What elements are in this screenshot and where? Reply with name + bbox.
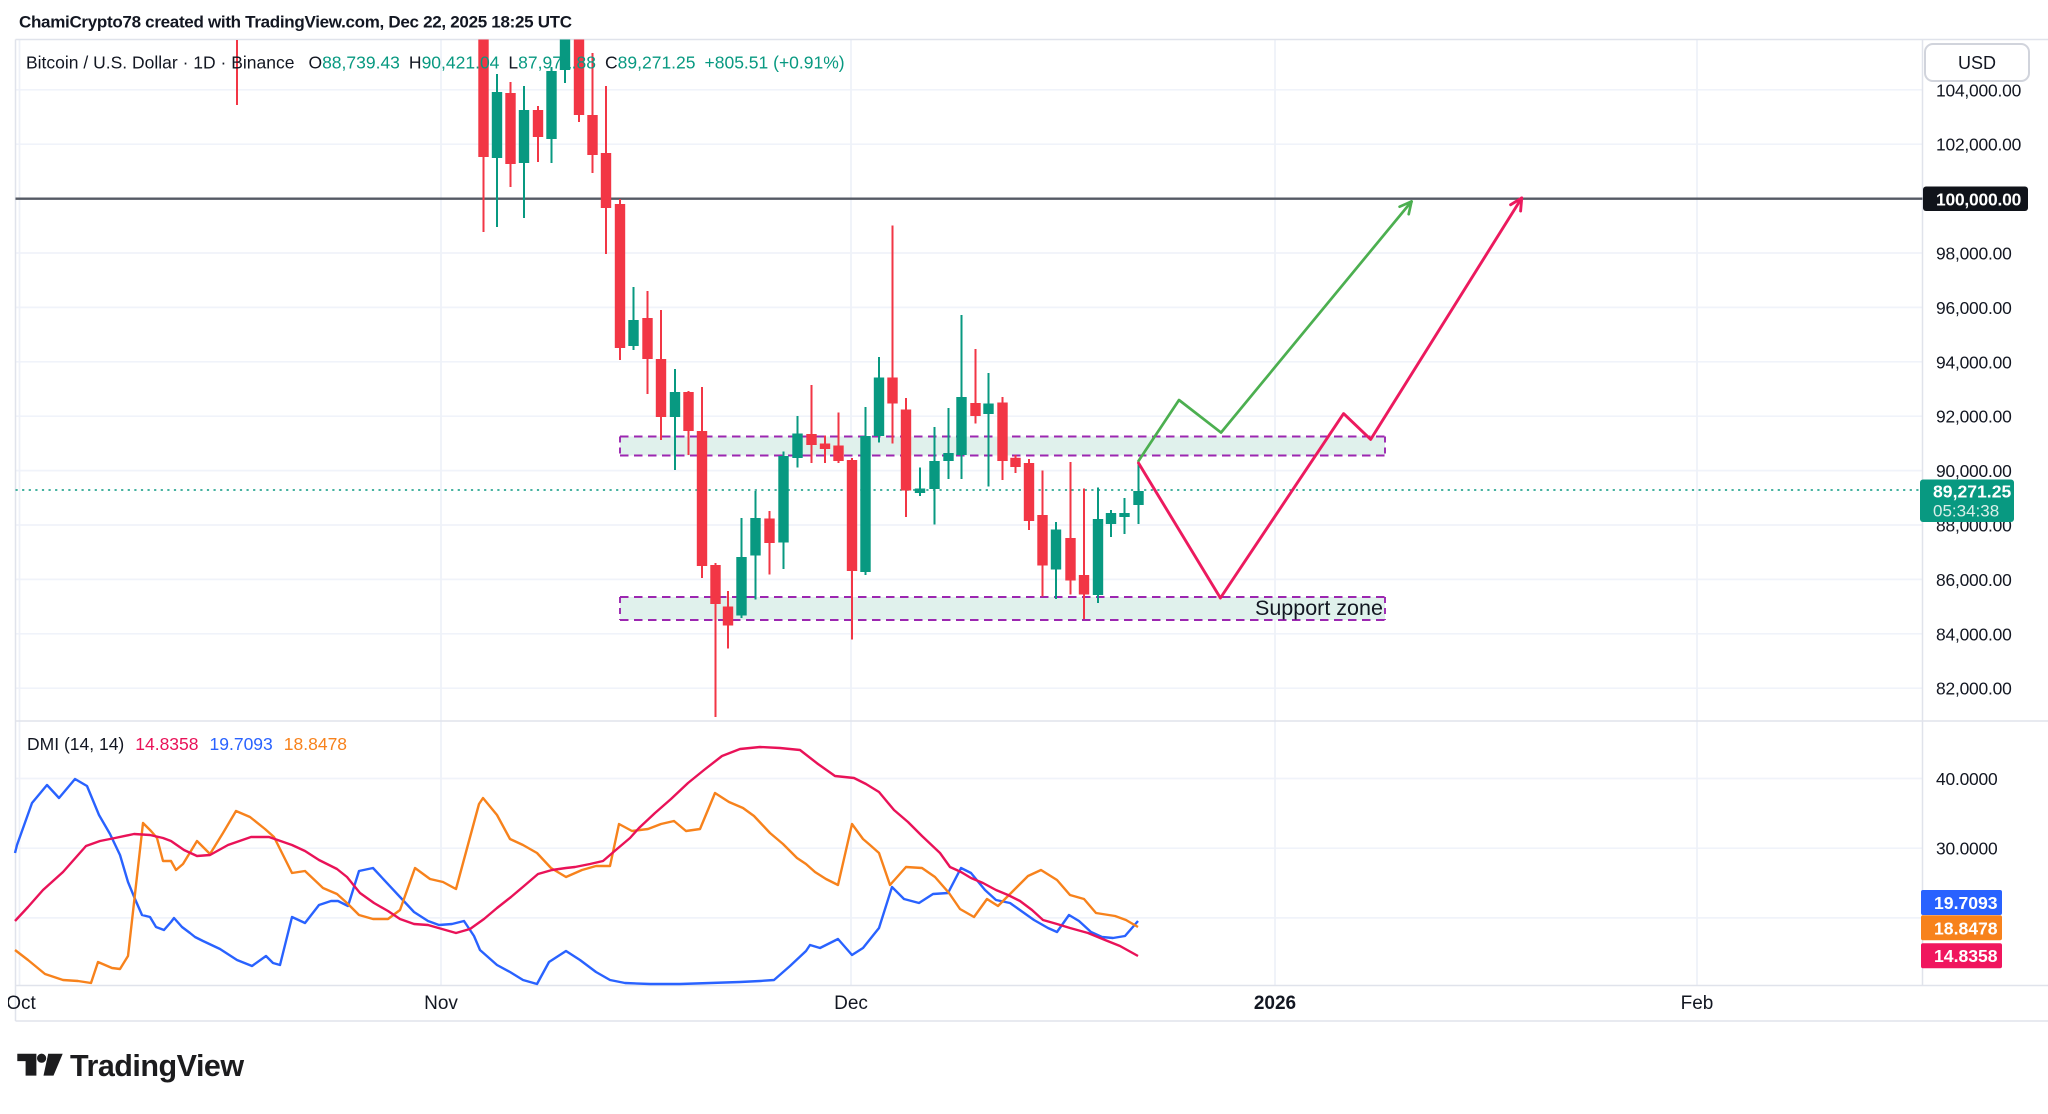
svg-text:Support zone: Support zone [1255, 596, 1383, 620]
svg-text:18.8478: 18.8478 [1934, 918, 1998, 938]
svg-text:30.0000: 30.0000 [1936, 839, 1997, 859]
svg-text:19.7093: 19.7093 [1934, 893, 1998, 913]
svg-text:14.8358: 14.8358 [1934, 946, 1998, 966]
svg-text:100,000.00: 100,000.00 [1936, 189, 2021, 209]
svg-text:89,271.25: 89,271.25 [1933, 482, 2011, 502]
svg-text:USD: USD [1958, 53, 1996, 73]
svg-text:82,000.00: 82,000.00 [1936, 679, 2012, 699]
svg-text:Dec: Dec [834, 993, 868, 1014]
svg-text:ChamiCrypto78 created with Tra: ChamiCrypto78 created with TradingView.c… [19, 13, 572, 32]
svg-text:104,000.00: 104,000.00 [1936, 80, 2021, 100]
svg-text:86,000.00: 86,000.00 [1936, 570, 2012, 590]
svg-text:Oct: Oct [6, 993, 36, 1014]
svg-text:TradingView: TradingView [70, 1049, 244, 1083]
svg-text:40.0000: 40.0000 [1936, 769, 1997, 789]
svg-text:Nov: Nov [424, 993, 458, 1014]
svg-text:98,000.00: 98,000.00 [1936, 244, 2012, 264]
svg-text:94,000.00: 94,000.00 [1936, 352, 2012, 372]
svg-text:2026: 2026 [1254, 993, 1296, 1014]
svg-text:84,000.00: 84,000.00 [1936, 624, 2012, 644]
svg-text:Bitcoin / U.S. Dollar · 1D · B: Bitcoin / U.S. Dollar · 1D · Binance O88,… [26, 53, 845, 73]
svg-text:92,000.00: 92,000.00 [1936, 407, 2012, 427]
svg-text:90,000.00: 90,000.00 [1936, 461, 2012, 481]
svg-text:05:34:38: 05:34:38 [1933, 502, 1999, 521]
svg-text:Feb: Feb [1681, 993, 1714, 1014]
svg-text:96,000.00: 96,000.00 [1936, 298, 2012, 318]
svg-text:102,000.00: 102,000.00 [1936, 135, 2021, 155]
